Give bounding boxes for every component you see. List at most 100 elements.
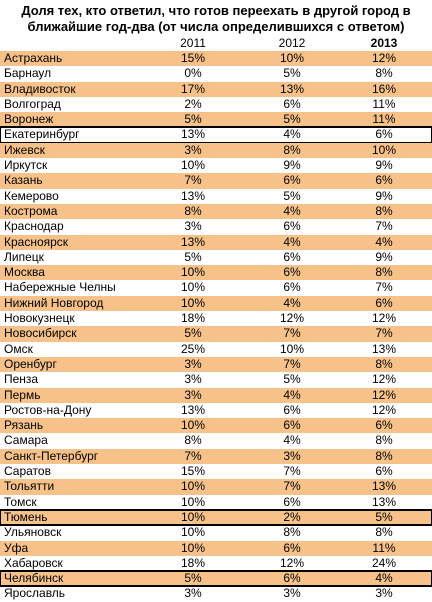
value-2011: 13% [180,234,206,249]
value-2012: 2% [283,509,301,524]
value-2013: 6% [375,418,393,433]
table-row: Кемерово 13% 5% 9% [0,189,432,204]
value-2013: 12% [371,372,397,387]
value-2012: 6% [283,219,301,234]
value-2011: 3% [184,356,202,371]
value-2012: 12% [279,555,305,570]
value-2013: 8% [375,265,393,280]
table-row: Ульяновск 10% 8% 8% [0,525,432,540]
value-2012: 4% [283,387,301,402]
value-2012: 5% [283,188,301,203]
table-row: Пермь 3% 4% 12% [0,387,432,403]
value-2012: 6% [283,418,301,433]
table-row: Барнаул 0% 5% 8% [0,66,432,81]
value-2011: 18% [180,555,206,570]
value-2013: 6% [375,127,393,142]
value-2011: 10% [180,265,206,280]
column-header-2012: 2012 [278,36,306,50]
table-row: Воронеж 5% 5% 11% [0,112,432,128]
value-2013: 4% [375,234,393,249]
value-2011: 3% [184,219,202,234]
value-2013: 12% [371,51,397,65]
value-2013: 6% [375,173,393,188]
column-header-2013: 2013 [370,36,398,50]
value-2012: 5% [283,66,301,81]
value-2013: 8% [375,66,393,81]
value-2012: 4% [283,203,301,218]
value-2012: 10% [279,341,305,356]
value-2011: 10% [180,525,206,540]
value-2013: 16% [371,81,397,96]
value-2011: 3% [184,387,202,402]
city-label: Самара [4,433,48,448]
value-2012: 6% [283,402,301,417]
value-2013: 8% [375,525,393,540]
value-2011: 3% [184,372,202,387]
value-2013: 13% [371,494,397,509]
value-2011: 8% [184,433,202,448]
city-label: Пермь [4,387,41,402]
value-2012: 7% [283,326,301,341]
value-2013: 9% [375,158,393,173]
value-2013: 3% [375,586,393,601]
value-2011: 5% [184,112,202,127]
value-2012: 6% [283,173,301,188]
value-2011: 7% [184,173,202,188]
table-row: Краснодар 3% 6% 7% [0,219,432,234]
value-2013: 8% [375,203,393,218]
value-2012: 5% [283,372,301,387]
city-label: Пенза [4,372,39,387]
table-row: Самара 8% 4% 8% [0,433,432,448]
table-row: Челябинск 5% 6% 4% [0,570,432,588]
table-row: Красноярск 13% 4% 4% [0,234,432,250]
table-row: Хабаровск 18% 12% 24% [0,556,432,571]
city-label: Липецк [4,249,44,264]
value-2012: 6% [283,540,301,555]
value-2012: 4% [283,433,301,448]
value-2013: 13% [371,341,397,356]
value-2011: 7% [184,448,202,463]
column-header-row: 2011 2012 2013 [0,35,432,51]
chart-title: Доля тех, кто ответил, что готов перееха… [21,2,411,34]
value-2013: 11% [372,112,396,127]
city-label: Уфа [4,540,29,555]
value-2013: 7% [375,326,393,341]
value-2011: 18% [180,311,206,326]
value-2012: 7% [283,479,301,494]
value-2013: 6% [375,464,393,479]
value-2013: 12% [371,311,397,326]
value-2012: 8% [283,142,301,157]
city-label: Воронеж [4,112,54,127]
table-row: Томск 10% 6% 13% [0,495,432,510]
table-row: Набережные Челны 10% 6% 7% [0,280,432,295]
value-2012: 9% [283,158,301,173]
value-2013: 12% [371,402,397,417]
value-2011: 13% [180,188,206,203]
table-row: Владивосток 17% 13% 16% [0,81,432,97]
value-2012: 4% [283,295,301,310]
value-2011: 15% [180,51,206,65]
value-2013: 12% [371,387,397,402]
city-label: Кострома [4,203,58,218]
city-label: Екатеринбург [4,127,80,142]
value-2011: 5% [184,326,202,341]
value-2012: 4% [283,234,301,249]
city-label: Ижевск [4,142,45,157]
city-label: Ярославль [4,586,66,601]
table-row: Омск 25% 10% 13% [0,342,432,357]
value-2011: 15% [180,464,206,479]
city-label: Астрахань [4,51,63,65]
value-2012: 12% [279,311,305,326]
city-label: Кемерово [4,188,59,203]
city-label: Новокузнецк [4,311,75,326]
value-2012: 10% [279,51,305,65]
value-2013: 8% [375,448,393,463]
value-2011: 13% [180,402,206,417]
table-row: Пенза 3% 5% 12% [0,372,432,387]
value-2013: 24% [371,555,397,570]
value-2011: 10% [180,158,206,173]
city-label: Владивосток [4,81,76,96]
city-label: Волгоград [4,96,61,111]
value-2012: 6% [283,571,301,586]
table-row: Тольятти 10% 7% 13% [0,479,432,495]
